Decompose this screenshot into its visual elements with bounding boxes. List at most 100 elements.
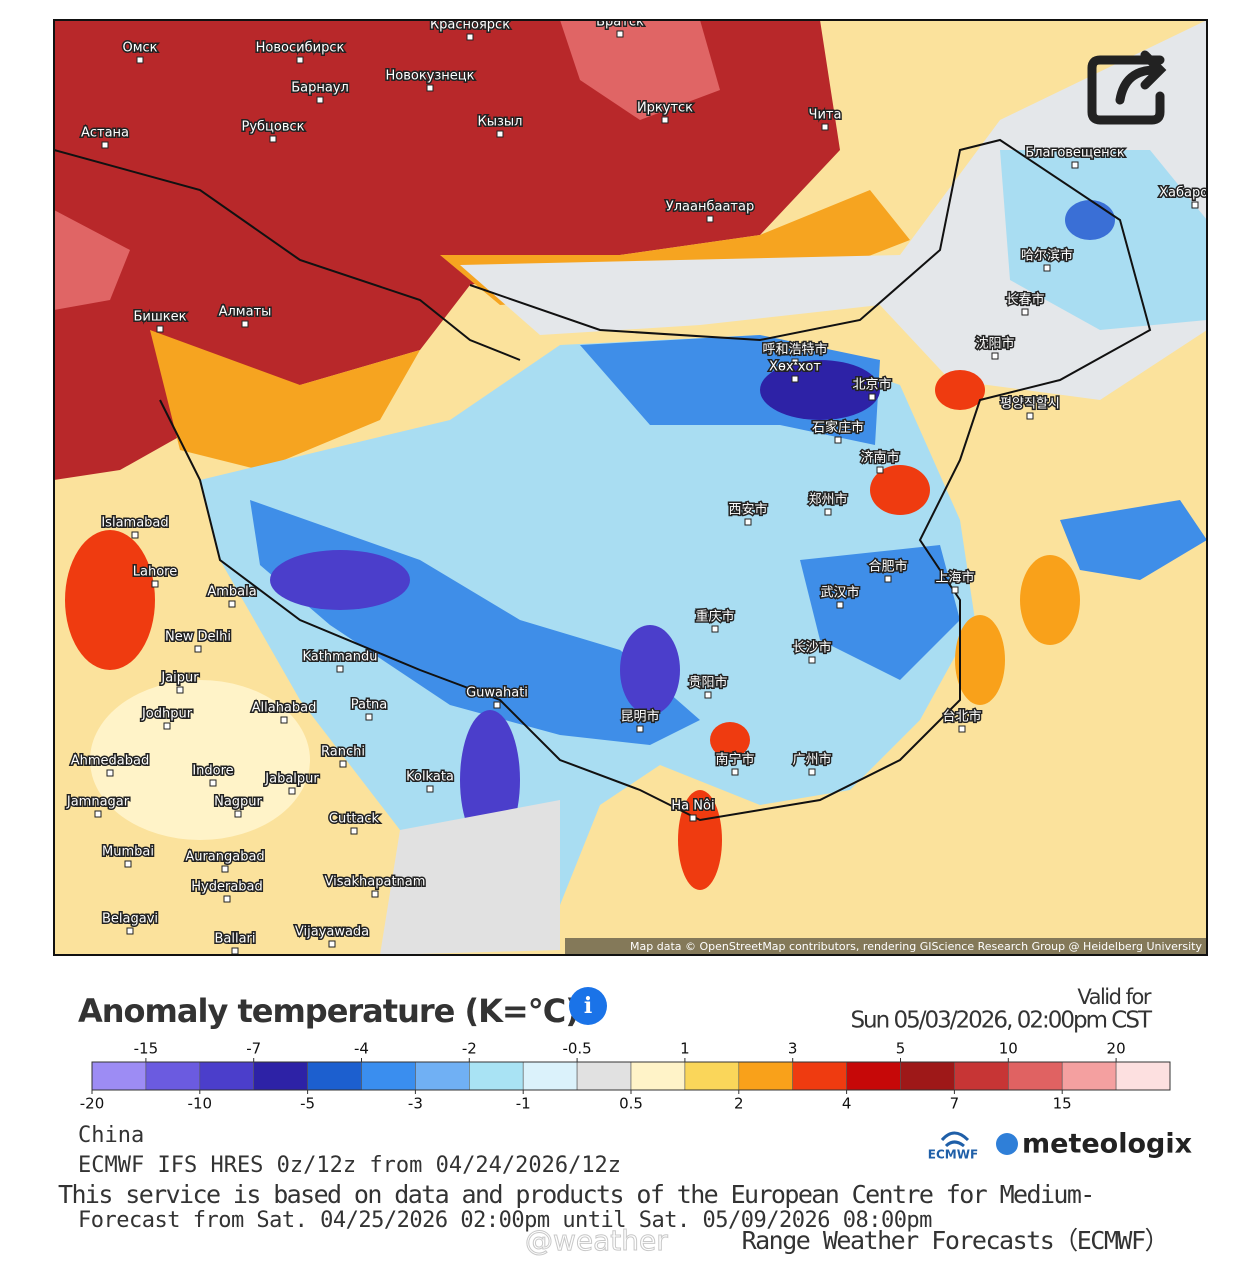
city-marker [689, 814, 697, 822]
city-marker [821, 123, 829, 131]
color-bin [576, 1061, 632, 1091]
city-marker [350, 827, 358, 835]
city-marker [808, 768, 816, 776]
city-label: 郑州市 [808, 492, 847, 508]
colorbar-label: -0.5 [562, 1040, 591, 1058]
colorbar-label: 5 [896, 1040, 906, 1058]
city-label: Indore [192, 764, 233, 779]
city-label: Kathmandu [303, 650, 378, 665]
city-label: Nagpur [214, 795, 262, 810]
logo-meteologix: meteologix [1022, 1129, 1192, 1160]
city-label: Чита [809, 108, 842, 123]
city-label: 台北市 [942, 709, 981, 725]
colorbar-label: 20 [1107, 1040, 1126, 1058]
city-label: Бишкек [134, 310, 187, 325]
warm-spot [870, 465, 930, 515]
city-marker [316, 96, 324, 104]
city-label: Cuttack [329, 812, 380, 827]
city-label: Hyderabad [191, 880, 263, 895]
cool-region [1000, 150, 1207, 330]
city-marker [339, 760, 347, 768]
color-bin [738, 1061, 793, 1091]
city-marker [868, 393, 876, 401]
city-label: 昆明市 [620, 709, 659, 725]
city-label: Иркутск [637, 101, 693, 116]
colorbar-label: 3 [788, 1040, 798, 1058]
colorbar-label: -20 [80, 1095, 105, 1113]
city-marker [106, 769, 114, 777]
city-label: Рубцовск [241, 120, 304, 135]
city-label: 济南市 [860, 450, 899, 466]
city-marker [958, 725, 966, 733]
color-bin [415, 1061, 470, 1091]
city-marker [1191, 201, 1199, 209]
city-label: Jamnagar [66, 795, 130, 810]
city-marker [223, 895, 231, 903]
city-marker [466, 33, 474, 41]
city-label: Jodhpur [141, 707, 193, 722]
city-marker [336, 665, 344, 673]
city-label: New Delhi [165, 630, 231, 645]
cold-spot [1065, 200, 1115, 240]
colorbar-label: 4 [842, 1095, 852, 1113]
city-marker [426, 84, 434, 92]
neutral-region [460, 20, 1207, 400]
city-label: Братск [596, 15, 644, 30]
city-marker [136, 56, 144, 64]
city-label: Алматы [219, 305, 272, 320]
city-label: Кызыл [478, 115, 523, 130]
city-marker [365, 713, 373, 721]
color-bin [900, 1061, 955, 1091]
warm-spot [1020, 555, 1080, 645]
cool-region [200, 335, 975, 935]
city-label: Улаанбаатар [666, 200, 754, 215]
city-marker [808, 656, 816, 664]
city-label: Mumbai [102, 845, 154, 860]
city-marker [101, 141, 109, 149]
city-label: 合肥市 [868, 559, 907, 575]
warm-spot [710, 722, 750, 758]
color-bin [361, 1061, 416, 1091]
city-label: Belagavi [102, 912, 158, 927]
city-label: 西安市 [728, 502, 767, 518]
city-marker [1021, 308, 1029, 316]
city-label: 广州市 [792, 752, 831, 768]
cold-region [1060, 500, 1207, 580]
city-label: Kolkata [406, 770, 454, 785]
city-marker [661, 116, 669, 124]
city-label: 北京市 [852, 377, 891, 393]
valid-time: Sun 05/03/2026, 02:00pm CST [850, 1008, 1153, 1034]
city-marker [1071, 161, 1079, 169]
city-marker [876, 466, 884, 474]
colorbar-label: -7 [246, 1040, 261, 1058]
city-marker [836, 601, 844, 609]
info-button[interactable] [569, 987, 607, 1025]
city-label: Jabalpur [264, 772, 319, 787]
city-label: Хөх хот [769, 360, 821, 375]
warm-spot [955, 615, 1005, 705]
notice: This service is based on data and produc… [58, 1180, 1094, 1209]
city-marker [176, 686, 184, 694]
colorbar-label: -15 [134, 1040, 159, 1058]
city-label: 重庆市 [695, 609, 734, 625]
city-marker [131, 531, 139, 539]
city-marker [194, 645, 202, 653]
color-bin [199, 1061, 255, 1091]
cold-spot [270, 550, 410, 610]
city-marker [616, 30, 624, 38]
meteologix-icon [996, 1133, 1018, 1155]
city-label: Красноярск [430, 18, 510, 33]
colorbar-label: 7 [950, 1095, 960, 1113]
city-marker [126, 927, 134, 935]
cold-region [800, 545, 960, 680]
city-label: 呼和浩特市 [762, 342, 827, 358]
city-marker [426, 785, 434, 793]
share-button[interactable] [1087, 50, 1167, 125]
city-marker [496, 130, 504, 138]
color-bin [91, 1061, 147, 1091]
colorbar-label: 0.5 [619, 1095, 643, 1113]
color-bin [145, 1061, 201, 1091]
city-marker [636, 725, 644, 733]
cold-spot [620, 625, 680, 715]
